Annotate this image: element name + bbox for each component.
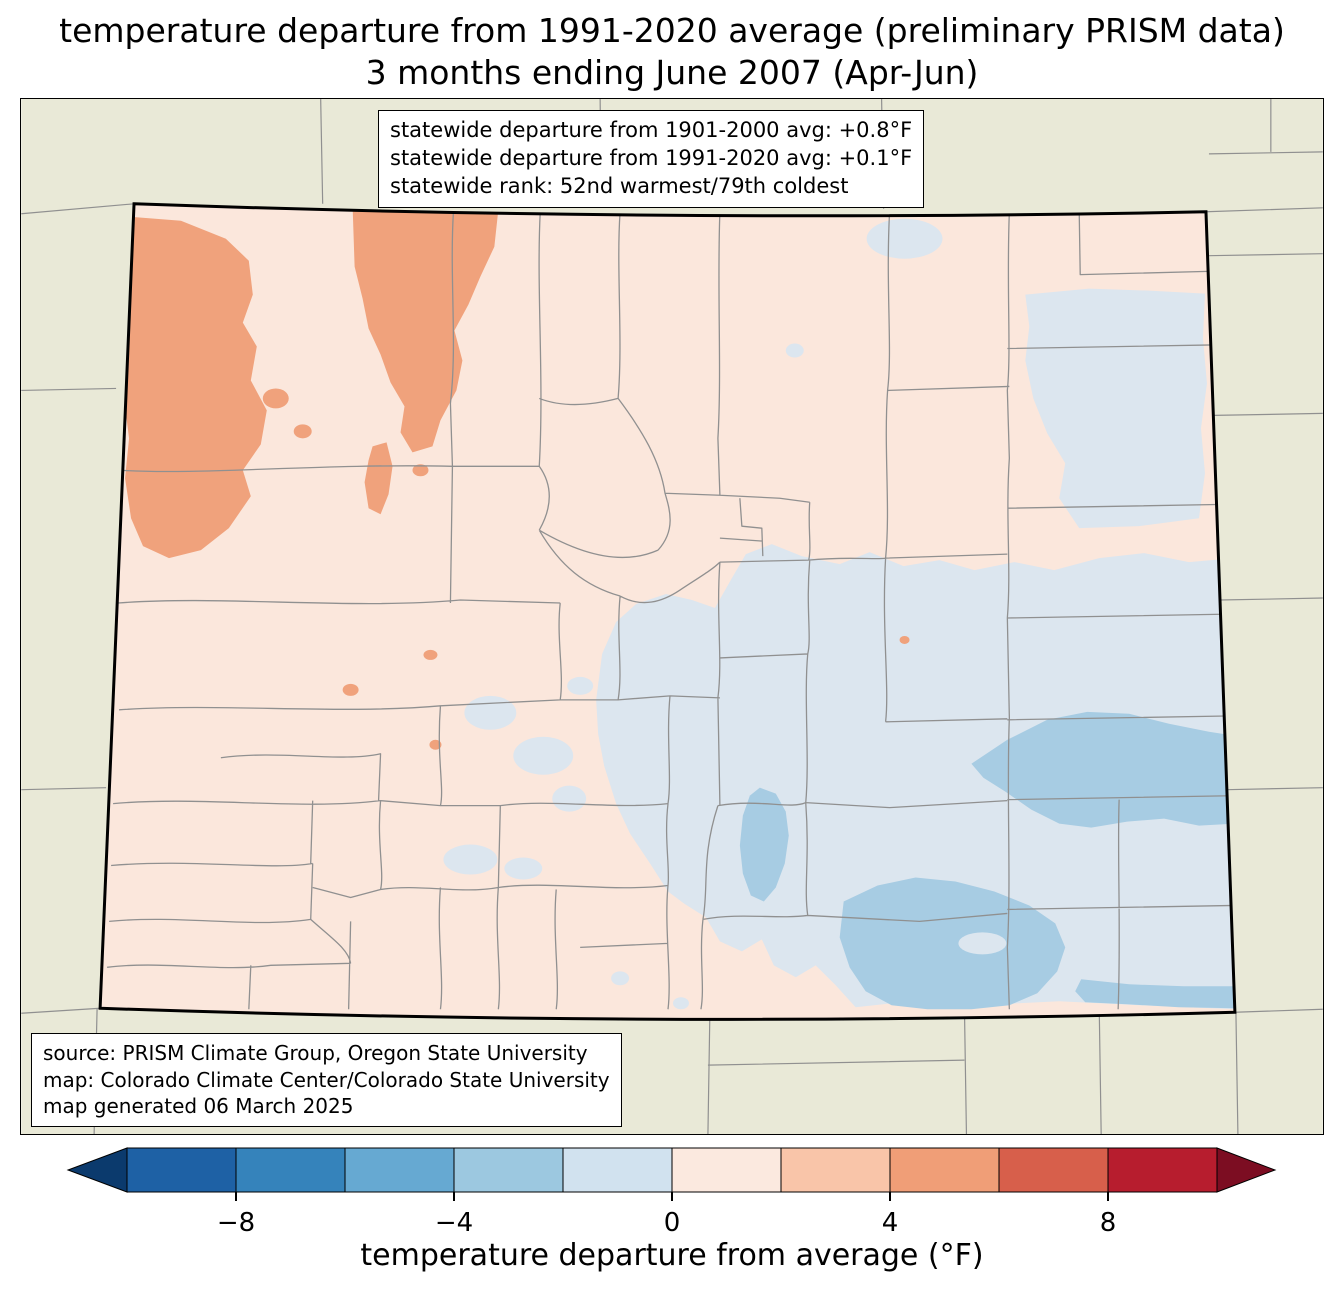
map-axes: statewide departure from 1901-2000 avg: … bbox=[20, 98, 1324, 1135]
figure-title: temperature departure from 1991-2020 ave… bbox=[0, 10, 1344, 94]
colorbar-arrow-left bbox=[66, 1147, 128, 1193]
cool-spot bbox=[1047, 623, 1072, 642]
cool-medium-patch bbox=[1075, 979, 1235, 1009]
cool-medium-patch bbox=[739, 787, 789, 902]
stats-line-1: statewide departure from 1901-2000 avg: … bbox=[390, 118, 913, 142]
warm-spot bbox=[293, 424, 312, 439]
warm-anomaly-region bbox=[124, 206, 910, 750]
colorbar-segment bbox=[780, 1147, 891, 1193]
source-line-1: source: PRISM Climate Group, Oregon Stat… bbox=[43, 1041, 588, 1066]
warm-spot bbox=[412, 464, 429, 477]
colorbar-tick-label: 8 bbox=[1099, 1208, 1117, 1238]
colorbar-segment bbox=[453, 1147, 564, 1193]
colorbar-segment bbox=[671, 1147, 782, 1193]
warm-spot bbox=[899, 635, 910, 644]
title-line-1: temperature departure from 1991-2020 ave… bbox=[59, 11, 1285, 50]
source-line-3: map generated 06 March 2025 bbox=[43, 1094, 354, 1119]
source-credit-box: source: PRISM Climate Group, Oregon Stat… bbox=[31, 1033, 622, 1127]
warm-spot bbox=[429, 739, 442, 750]
warm-spot bbox=[423, 649, 438, 660]
cool-spot bbox=[672, 997, 689, 1010]
colorbar-segment bbox=[126, 1147, 237, 1193]
colorbar-tick-label: −4 bbox=[434, 1208, 474, 1238]
warm-spot bbox=[262, 388, 289, 409]
cool-spot bbox=[552, 785, 587, 812]
cool-spot bbox=[464, 695, 517, 730]
colorbar-tick-label: 4 bbox=[881, 1208, 899, 1238]
source-line-2: map: Colorado Climate Center/Colorado St… bbox=[43, 1067, 610, 1092]
cool-spot bbox=[513, 736, 574, 775]
colorbar-segment bbox=[562, 1147, 673, 1193]
colorbar-segment bbox=[344, 1147, 455, 1193]
colorbar-scale bbox=[66, 1147, 1277, 1201]
cool-spot bbox=[611, 971, 630, 986]
colorbar-segment bbox=[1107, 1147, 1218, 1193]
cool-spot bbox=[504, 857, 543, 880]
cool-spot bbox=[866, 218, 943, 259]
statewide-stats-box: statewide departure from 1901-2000 avg: … bbox=[378, 110, 925, 208]
cool-light-hole bbox=[958, 932, 1007, 955]
cool-patch bbox=[1025, 288, 1207, 529]
colorbar-arrow-right bbox=[1216, 1147, 1277, 1193]
warm-patch bbox=[124, 216, 267, 559]
warm-patch bbox=[364, 442, 393, 515]
colorbar-axis-label: temperature departure from average (°F) bbox=[360, 1238, 984, 1273]
stats-line-3: statewide rank: 52nd warmest/79th coldes… bbox=[390, 173, 849, 198]
colorbar-segment bbox=[998, 1147, 1109, 1193]
cool-spot bbox=[443, 844, 498, 875]
colorbar-tick-label: 0 bbox=[663, 1208, 681, 1238]
warm-spot bbox=[342, 683, 359, 696]
warm-patch bbox=[352, 206, 499, 453]
colorado-map bbox=[21, 99, 1323, 1134]
state-border bbox=[98, 202, 1237, 1021]
cool-spot bbox=[785, 343, 804, 358]
colorbar-segment bbox=[235, 1147, 346, 1193]
title-line-2: 3 months ending June 2007 (Apr-Jun) bbox=[365, 53, 979, 93]
colorbar-tick-label: −8 bbox=[216, 1208, 256, 1238]
stats-line-2: statewide departure from 1991-2020 avg: … bbox=[390, 145, 913, 170]
cool-spot bbox=[567, 676, 594, 695]
colorbar: −8 −4 0 4 8 bbox=[66, 1146, 1277, 1238]
county-boundaries bbox=[107, 211, 1235, 1010]
colorbar-segment bbox=[889, 1147, 1000, 1193]
